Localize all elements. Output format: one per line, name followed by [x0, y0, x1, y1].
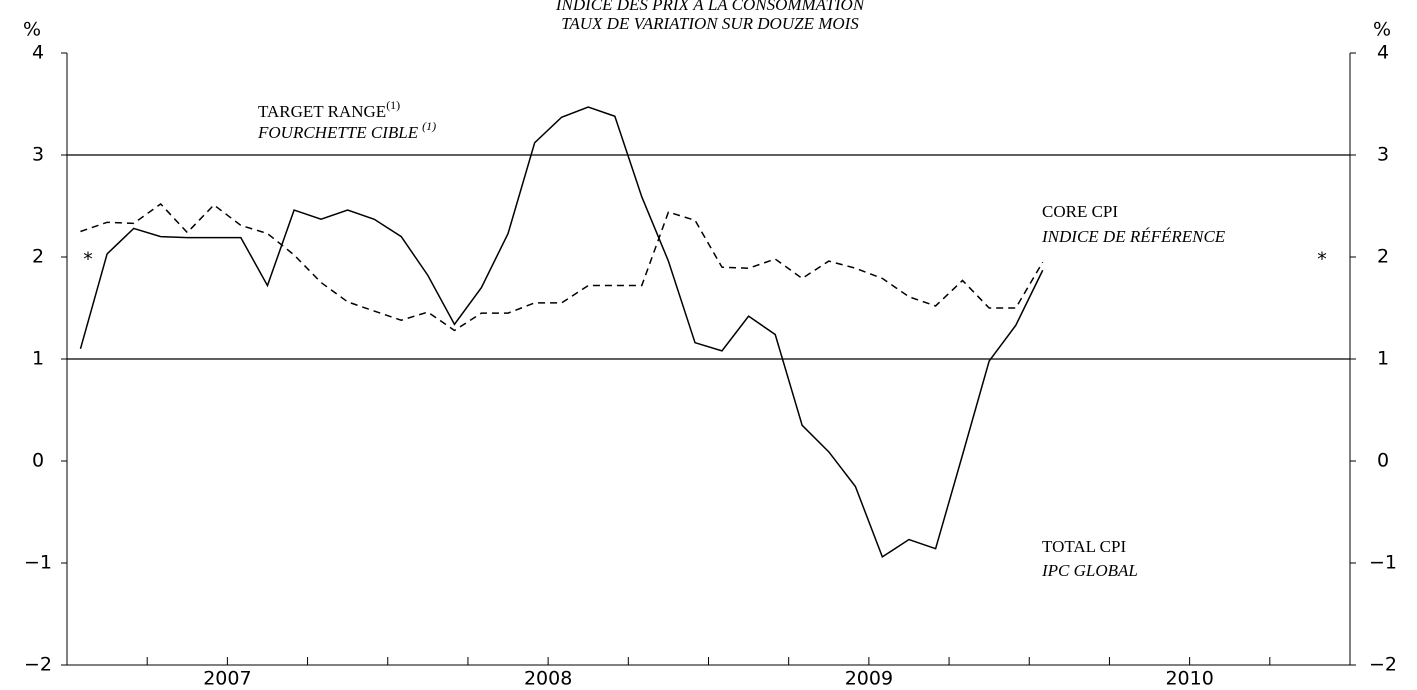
- y2-tick-label: 2: [1377, 246, 1389, 268]
- x-tick-label: 2010: [1165, 668, 1213, 690]
- series-line: [80, 202, 1044, 332]
- y2-tick-label: 1: [1377, 348, 1389, 370]
- annotation: FOURCHETTE CIBLE (1): [257, 119, 436, 142]
- y-tick-label: −1: [24, 552, 52, 574]
- y-tick-label: 1: [32, 348, 44, 370]
- total-label: TOTAL CPI: [1042, 537, 1126, 556]
- y2-tick-label: −1: [1369, 552, 1397, 574]
- x-tick-label: 2007: [203, 668, 251, 690]
- y-tick-label: 4: [32, 42, 44, 64]
- marker: *: [1317, 249, 1327, 271]
- target-label: TARGET RANGE: [258, 102, 386, 121]
- y2-tick-label: −2: [1369, 654, 1397, 676]
- marker: *: [83, 249, 93, 271]
- core-label: CORE CPI: [1042, 202, 1118, 221]
- y2-tick-label: 4: [1377, 42, 1389, 64]
- y2-tick-label: 3: [1377, 144, 1389, 166]
- y-tick-label: 2: [32, 246, 44, 268]
- chart-subtitle: TAUX DE VARIATION SUR DOUZE MOIS: [561, 14, 859, 33]
- y2-axis-label: %: [1373, 19, 1391, 41]
- y-tick-label: −2: [24, 654, 52, 676]
- total-label-fr: IPC GLOBAL: [1041, 561, 1138, 580]
- y-axis-label: %: [23, 19, 41, 41]
- chart-title: INDICE DES PRIX À LA CONSOMMATION: [555, 0, 866, 14]
- y-tick-label: 0: [32, 450, 44, 472]
- series-line: [79, 106, 1044, 559]
- x-tick-label: 2008: [524, 668, 572, 690]
- footnote-mark: (1): [386, 98, 400, 112]
- target-label-fr: FOURCHETTE CIBLE: [257, 123, 419, 142]
- y-tick-label: 3: [32, 144, 44, 166]
- x-tick-label: 2009: [845, 668, 893, 690]
- annotation: TARGET RANGE(1): [258, 98, 400, 121]
- y2-tick-label: 0: [1377, 450, 1389, 472]
- core-label-fr: INDICE DE RÉFÉRENCE: [1041, 227, 1226, 246]
- footnote-mark: (1): [422, 119, 436, 133]
